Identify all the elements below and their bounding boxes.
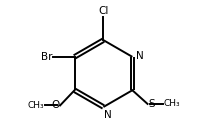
Text: CH₃: CH₃: [163, 99, 180, 108]
Text: O: O: [51, 100, 59, 110]
Text: N: N: [136, 51, 143, 61]
Text: S: S: [148, 99, 155, 109]
Text: Br: Br: [41, 52, 52, 62]
Text: CH₃: CH₃: [28, 101, 44, 110]
Text: Cl: Cl: [98, 6, 109, 16]
Text: N: N: [104, 110, 112, 120]
